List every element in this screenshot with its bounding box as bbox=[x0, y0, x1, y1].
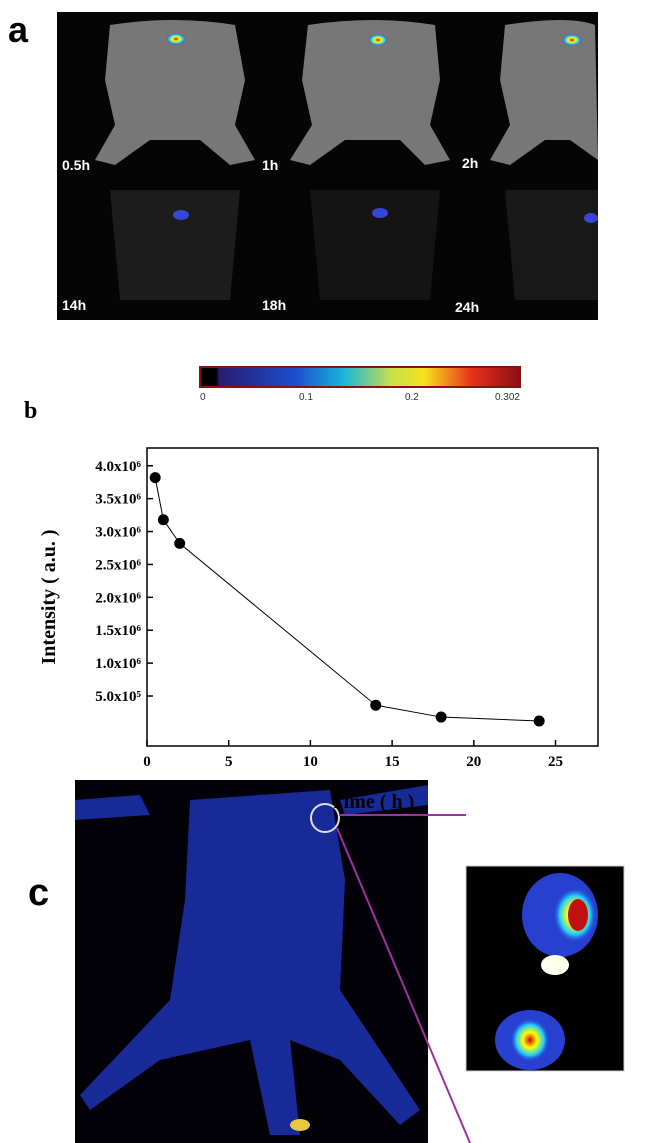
y-tick-label: 4.0x10⁶ bbox=[95, 459, 141, 475]
inset-blobs bbox=[495, 873, 598, 1070]
y-tick-label: 5.0x10⁵ bbox=[95, 689, 141, 705]
data-point bbox=[533, 715, 545, 727]
time-label: 2h bbox=[462, 155, 478, 171]
y-tick-label: 2.5x10⁶ bbox=[95, 557, 141, 573]
data-point bbox=[174, 537, 186, 549]
data-point bbox=[157, 514, 169, 526]
mice bbox=[95, 20, 598, 300]
panel-label: b bbox=[24, 398, 37, 424]
zoom-line bbox=[336, 827, 471, 1143]
x-tick-label: 5 bbox=[225, 754, 233, 770]
time-label: 1h bbox=[262, 157, 278, 173]
time-label: 0.5h bbox=[62, 157, 90, 173]
time-label: 14h bbox=[62, 297, 86, 313]
x-tick-label: 20 bbox=[466, 754, 481, 770]
colorbar bbox=[199, 366, 521, 388]
y-tick-label: 1.0x10⁶ bbox=[95, 656, 141, 672]
colorbar-tick-label: 0 bbox=[200, 392, 206, 403]
time-label: 18h bbox=[262, 297, 286, 313]
y-tick-label: 3.5x10⁶ bbox=[95, 492, 141, 508]
colorbar-tick-label: 0.1 bbox=[299, 392, 313, 403]
time-label: 24h bbox=[455, 299, 479, 315]
panel-label: c bbox=[28, 872, 49, 914]
colorbar-tick-label: 0.302 bbox=[495, 392, 520, 403]
data-point bbox=[370, 699, 382, 711]
data-point bbox=[435, 711, 447, 723]
y-tick-label: 2.0x10⁶ bbox=[95, 590, 141, 606]
panel-label: a bbox=[8, 9, 29, 50]
x-axis-label: Time ( h ) bbox=[331, 791, 415, 813]
colorbar-tick-label: 0.2 bbox=[405, 392, 419, 403]
x-tick-label: 10 bbox=[303, 754, 318, 770]
mouse-c bbox=[75, 785, 428, 1135]
x-tick-label: 25 bbox=[548, 754, 563, 770]
y-axis-label: Intensity ( a.u. ) bbox=[38, 529, 60, 664]
x-tick-label: 0 bbox=[143, 754, 151, 770]
y-tick-label: 3.0x10⁶ bbox=[95, 525, 141, 541]
data-line bbox=[154, 477, 540, 722]
data-point bbox=[149, 472, 161, 484]
y-tick-label: 1.5x10⁶ bbox=[95, 623, 141, 639]
roi-circle bbox=[310, 803, 340, 833]
x-tick-label: 15 bbox=[385, 754, 400, 770]
